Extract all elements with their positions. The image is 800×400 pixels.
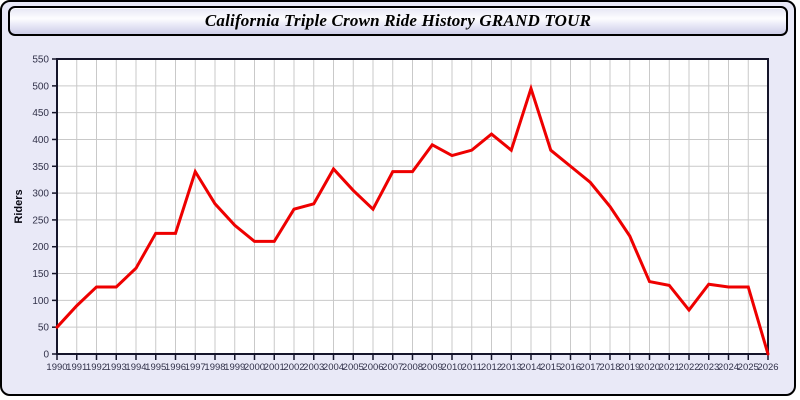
x-tick-label: 2004	[323, 362, 344, 373]
x-tick-label: 2017	[580, 362, 601, 373]
title-bar: California Triple Crown Ride History GRA…	[8, 6, 788, 36]
x-tick-label: 2025	[738, 362, 759, 373]
x-tick-label: 2018	[599, 362, 620, 373]
y-tick-label: 100	[32, 296, 49, 307]
y-tick-label: 500	[32, 81, 49, 92]
x-tick-label: 2014	[520, 362, 541, 373]
x-tick-label: 2012	[481, 362, 502, 373]
y-tick-label: 400	[32, 135, 49, 146]
x-tick-label: 2015	[540, 362, 561, 373]
x-tick-label: 2021	[659, 362, 680, 373]
x-tick-label: 2026	[757, 362, 778, 373]
y-tick-label: 450	[32, 108, 49, 119]
y-tick-label: 0	[43, 350, 49, 361]
x-tick-label: 1992	[86, 362, 107, 373]
x-tick-label: 2010	[441, 362, 462, 373]
page-title: California Triple Crown Ride History GRA…	[204, 11, 592, 30]
x-tick-label: 2001	[264, 362, 285, 373]
x-tick-label: 2020	[639, 362, 660, 373]
y-tick-label: 150	[32, 269, 49, 280]
y-tick-label: 350	[32, 162, 49, 173]
x-tick-label: 2011	[462, 362, 482, 373]
x-tick-label: 2022	[678, 362, 699, 373]
x-tick-label: 2003	[303, 362, 324, 373]
x-tick-label: 1990	[46, 362, 67, 373]
x-tick-label: 1993	[106, 362, 127, 373]
x-tick-label: 2024	[718, 362, 739, 373]
y-tick-label: 250	[32, 215, 49, 226]
x-tick-label: 2002	[283, 362, 304, 373]
chart-area: 0 50 100 150 200 250 300 350 400 450 500 550 1990 199…	[2, 2, 794, 394]
x-tick-label: 2005	[343, 362, 364, 373]
x-tick-label: 1991	[66, 362, 87, 373]
y-axis-title: Riders	[13, 189, 25, 223]
y-tick-label: 300	[32, 189, 49, 200]
y-tick-label: 50	[38, 323, 50, 334]
ride-history-line-chart: 0501001502002503003504004505005501990199…	[13, 55, 779, 374]
x-tick-label: 2000	[244, 362, 265, 373]
x-tick-label: 2019	[619, 362, 640, 373]
x-tick-label: 2008	[402, 362, 423, 373]
x-tick-label: 2006	[362, 362, 383, 373]
x-tick-label: 2009	[422, 362, 443, 373]
x-tick-label: 1999	[224, 362, 245, 373]
x-tick-label: 1995	[145, 362, 166, 373]
y-tick-label: 550	[32, 55, 49, 66]
x-tick-label: 1997	[185, 362, 206, 373]
y-tick-label: 200	[32, 242, 49, 253]
x-tick-label: 1994	[125, 362, 146, 373]
x-tick-label: 2023	[698, 362, 719, 373]
data-line	[55, 83, 770, 356]
x-tick-label: 2007	[382, 362, 403, 373]
x-tick-label: 1996	[165, 362, 186, 373]
x-tick-label: 2013	[501, 362, 522, 373]
x-tick-label: 1998	[204, 362, 225, 373]
x-tick-label: 2016	[560, 362, 581, 373]
